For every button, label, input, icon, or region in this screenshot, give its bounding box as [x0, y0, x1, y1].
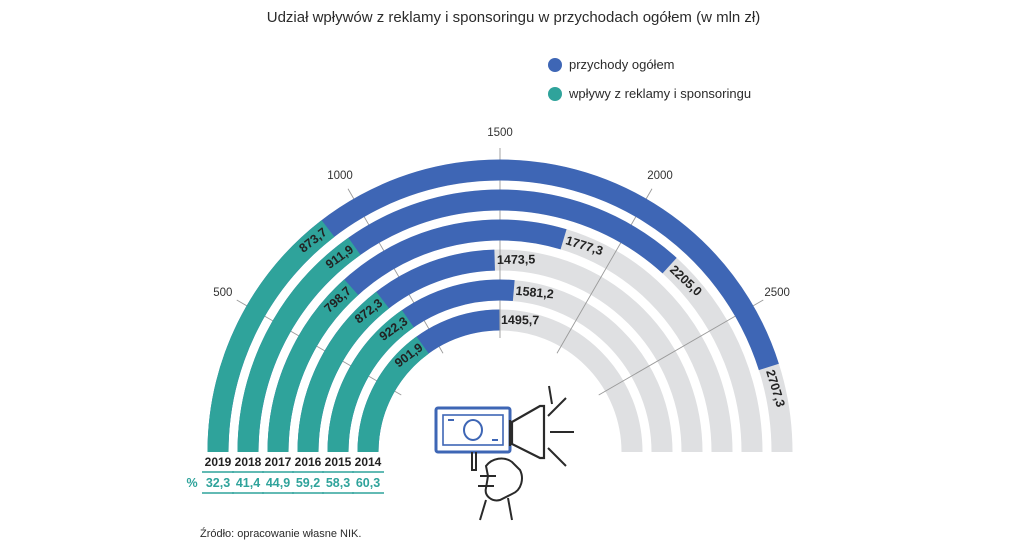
legend-swatch-ads: [548, 86, 562, 101]
source-note: Źródło: opracowanie własne NIK.: [200, 528, 362, 540]
bar-ads-2016: [297, 291, 390, 453]
bar-ads-2018: [237, 237, 361, 453]
axis-tick-label: 2000: [647, 170, 673, 182]
legend-label-total: przychody ogółem: [569, 57, 675, 72]
percent-label: 58,3: [326, 476, 350, 490]
percent-label: 59,2: [296, 476, 320, 490]
megaphone-money-icon: [434, 385, 574, 521]
legend-label-ads: wpływy z reklamy i sponsoringu: [569, 86, 752, 101]
legend-item-ads-revenue: wpływy z reklamy i sponsoringu: [548, 86, 751, 101]
bar-ads-2015: [327, 310, 414, 453]
year-label: 2016: [295, 455, 322, 469]
bar-ads-2014: [357, 336, 429, 453]
megaphone-icon: [510, 404, 546, 460]
year-label: 2014: [355, 455, 382, 469]
axis-tick-label: 1000: [327, 170, 353, 182]
data-label-total: 1495,7: [501, 313, 539, 327]
percent-label: 41,4: [236, 476, 260, 490]
year-label: 2019: [205, 455, 232, 469]
bar-ads-2019: [207, 220, 335, 453]
percent-label: 32,3: [206, 476, 230, 490]
chart-title: Udział wpływów z reklamy i sponsoringu w…: [266, 9, 761, 26]
bar-ads-2017: [267, 279, 359, 453]
percent-label: 60,3: [356, 476, 380, 490]
year-label: 2018: [235, 455, 262, 469]
year-label: 2015: [325, 455, 352, 469]
axis-tick-label: 500: [213, 287, 232, 299]
axis-tick-label: 1500: [487, 127, 513, 139]
legend-swatch-total: [548, 57, 562, 72]
year-table: 2019 32,3 2018 41,4 2017 44,9 2016 59,2 2015 58,3…: [186, 455, 384, 494]
axis-tick-label: 2500: [764, 287, 790, 299]
percent-label: 44,9: [266, 476, 290, 490]
data-label-total: 1473,5: [497, 252, 535, 267]
legend-item-total-revenue: przychody ogółem: [548, 57, 675, 72]
year-label: 2017: [265, 455, 292, 469]
data-label-total: 1581,2: [515, 284, 554, 302]
bar-layer: [207, 159, 779, 453]
percent-symbol: %: [186, 476, 197, 490]
